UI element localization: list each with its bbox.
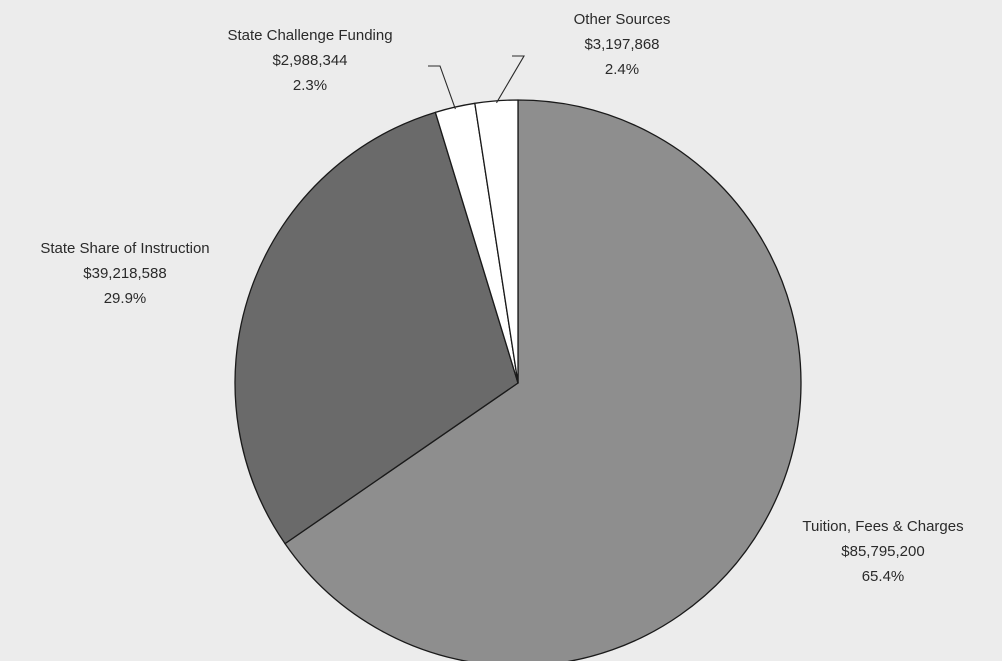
slice-label-challenge: State Challenge Funding $2,988,344 2.3% (227, 27, 392, 94)
slice-value-tuition: $85,795,200 (841, 543, 924, 560)
slice-value-state-share: $39,218,588 (83, 265, 166, 282)
leader-line-challenge (428, 65, 456, 110)
pie-slices (234, 99, 802, 661)
slice-percent-tuition: 65.4% (862, 568, 905, 585)
slice-name-challenge: State Challenge Funding (227, 27, 392, 44)
pie-slice-tuition (284, 99, 802, 661)
slice-value-other: $3,197,868 (584, 36, 659, 53)
slice-label-state-share: State Share of Instruction $39,218,588 2… (40, 240, 209, 307)
leader-lines (428, 55, 525, 110)
slice-value-challenge: $2,988,344 (272, 52, 347, 69)
slice-label-tuition: Tuition, Fees & Charges $85,795,200 65.4… (802, 518, 963, 585)
slice-name-tuition: Tuition, Fees & Charges (802, 518, 963, 535)
slice-percent-challenge: 2.3% (293, 77, 327, 94)
pie-slice-other (474, 99, 519, 384)
pie-slice-state-share (234, 111, 519, 545)
slice-label-other: Other Sources $3,197,868 2.4% (574, 11, 671, 78)
slice-name-other: Other Sources (574, 11, 671, 28)
slice-percent-state-share: 29.9% (104, 290, 147, 307)
slice-name-state-share: State Share of Instruction (40, 240, 209, 257)
leader-line-other (496, 55, 525, 104)
slice-percent-other: 2.4% (605, 61, 639, 78)
